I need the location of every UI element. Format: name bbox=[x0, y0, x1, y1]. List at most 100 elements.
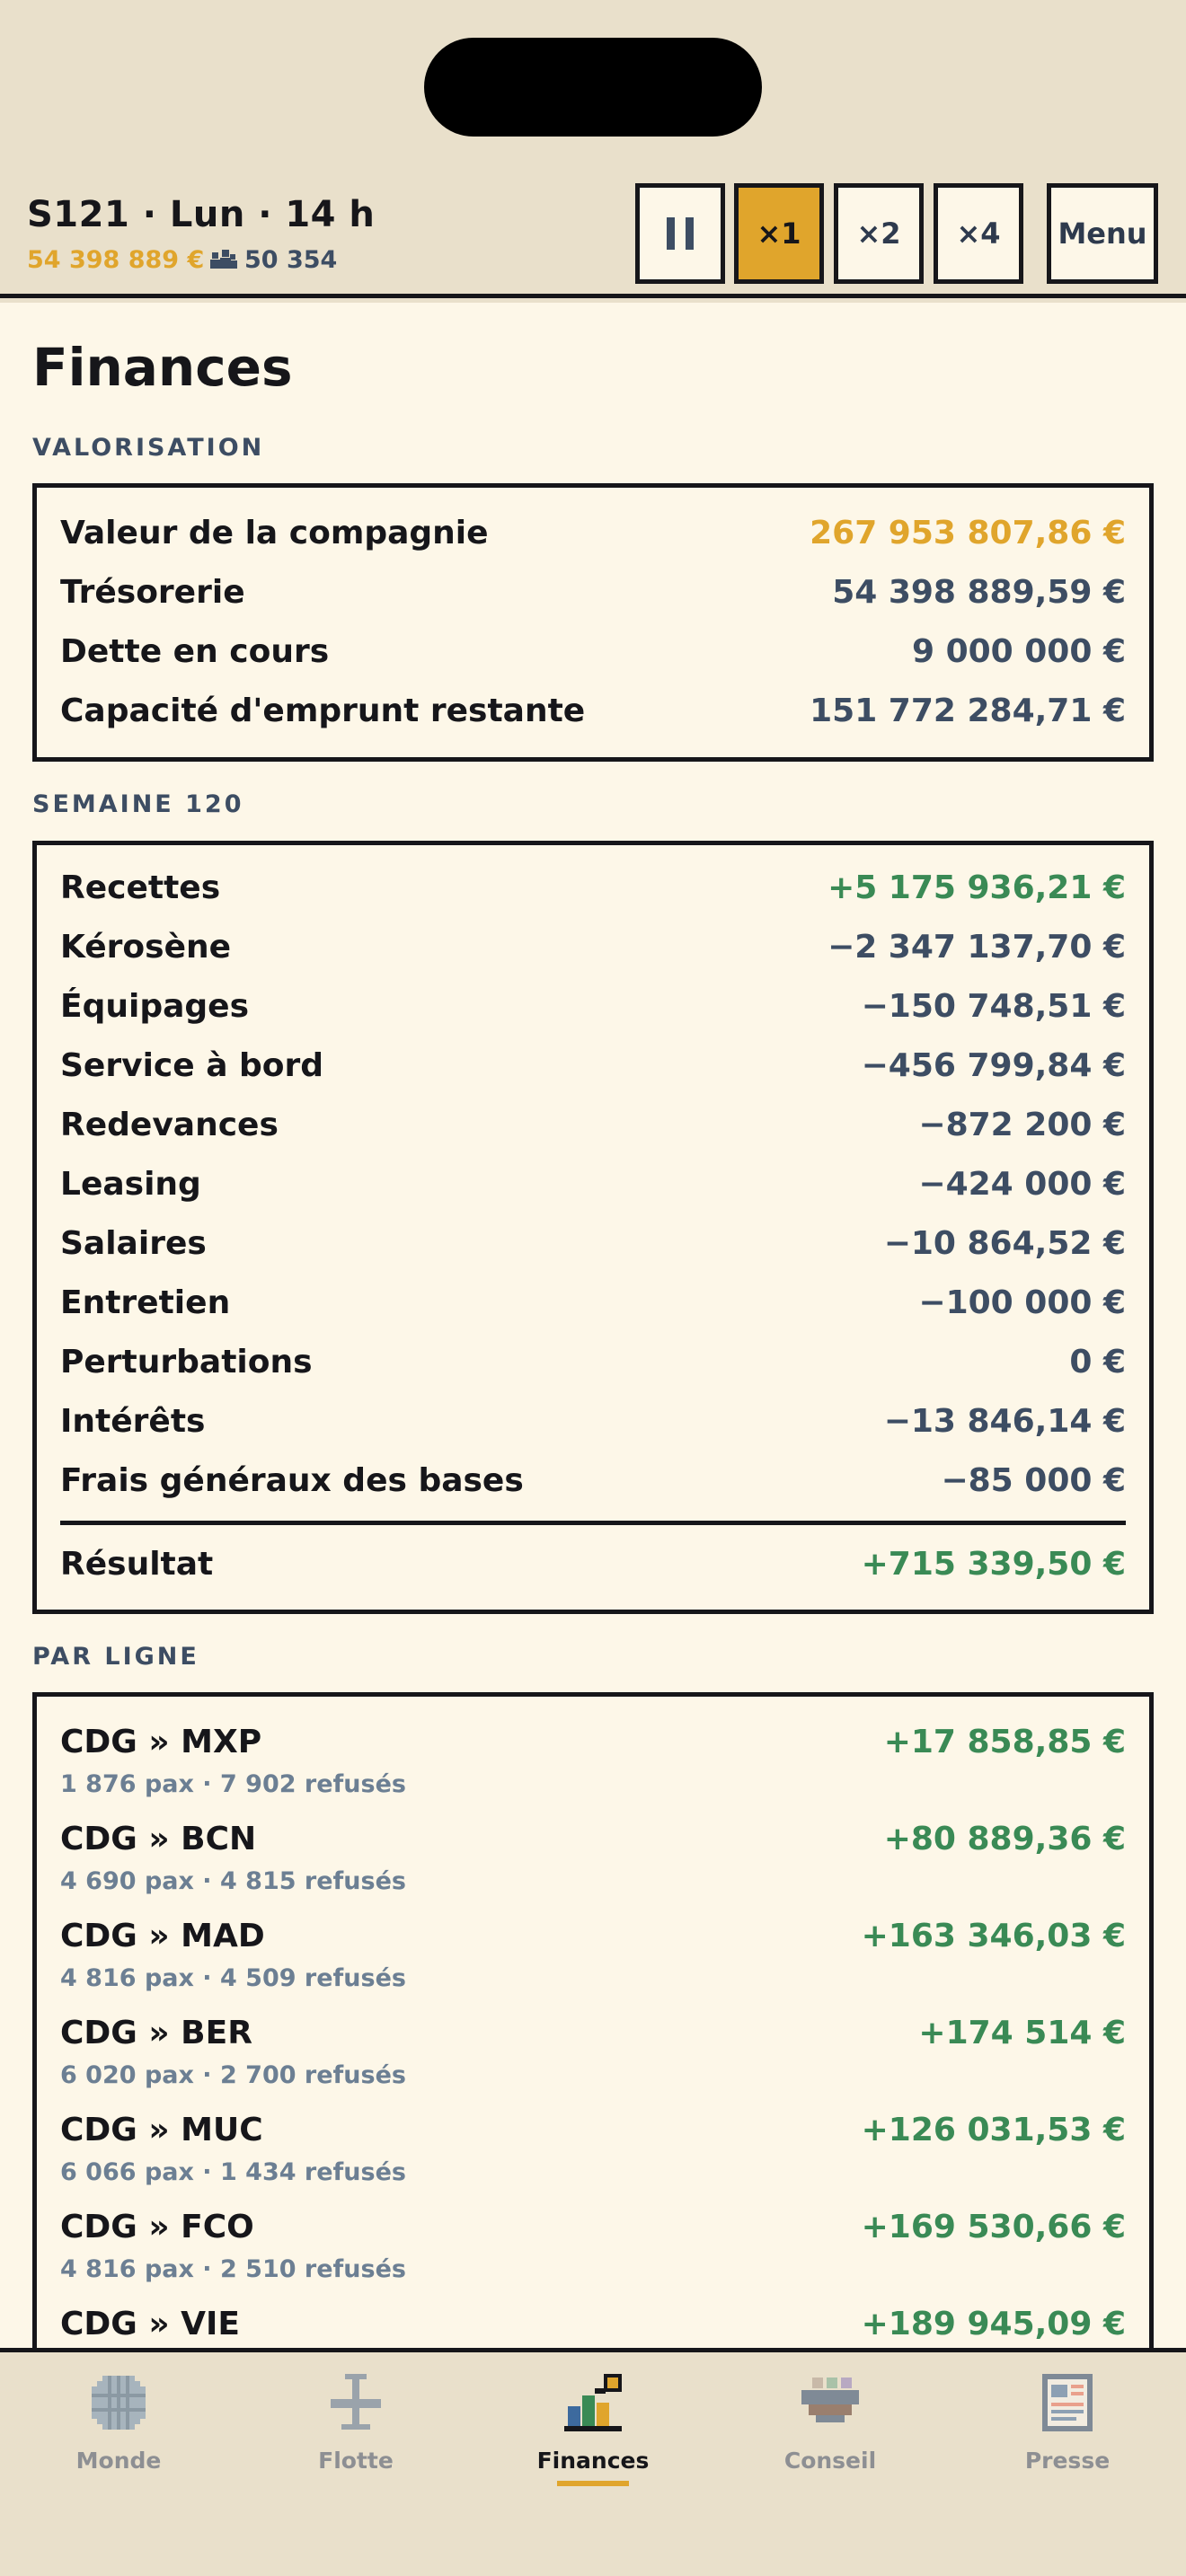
route-profit: +189 945,09 € bbox=[861, 2306, 1126, 2342]
route-profit: +163 346,03 € bbox=[861, 1918, 1126, 1954]
newspaper-icon bbox=[1042, 2374, 1093, 2431]
result-divider bbox=[60, 1521, 1126, 1525]
result-row: Résultat +715 339,50 € bbox=[60, 1537, 1126, 1591]
row-value: −456 799,84 € bbox=[861, 1046, 1126, 1084]
tab-monde[interactable]: Monde bbox=[0, 2370, 237, 2505]
route-profit: +169 530,66 € bbox=[861, 2209, 1126, 2245]
row-value: 54 398 889,59 € bbox=[832, 573, 1126, 611]
route-item[interactable]: CDG » MAD +163 346,03 € 4 816 pax · 4 50… bbox=[60, 1918, 1126, 2007]
valuation-row: Dette en cours 9 000 000 € bbox=[60, 624, 1126, 678]
route-profit: +17 858,85 € bbox=[883, 1724, 1126, 1760]
row-label: Trésorerie bbox=[60, 573, 245, 611]
route-item[interactable]: CDG » MXP +17 858,85 € 1 876 pax · 7 902… bbox=[60, 1724, 1126, 1813]
route-stats: 6 066 pax · 1 434 refusés bbox=[60, 2158, 406, 2186]
week-row: Entretien −100 000 € bbox=[60, 1275, 1126, 1329]
row-label: Leasing bbox=[60, 1165, 201, 1203]
row-value: 0 € bbox=[1069, 1343, 1126, 1381]
menu-button[interactable]: Menu bbox=[1047, 183, 1158, 284]
week-row: Kérosène −2 347 137,70 € bbox=[60, 920, 1126, 974]
cash-balance: 54 398 889 € bbox=[27, 246, 205, 274]
route-name: CDG » MAD bbox=[60, 1918, 265, 1954]
section-label-routes: PAR LIGNE bbox=[32, 1643, 199, 1671]
week-row: Leasing −424 000 € bbox=[60, 1157, 1126, 1211]
tab-finances[interactable]: Finances bbox=[474, 2370, 712, 2505]
speed-x1-button[interactable]: ×1 bbox=[734, 183, 824, 284]
row-value: +5 175 936,21 € bbox=[828, 869, 1126, 906]
route-profit: +174 514 € bbox=[918, 2015, 1126, 2051]
weekly-results-card: Recettes +5 175 936,21 € Kérosène −2 347… bbox=[32, 841, 1154, 1614]
valuation-row: Valeur de la compagnie 267 953 807,86 € bbox=[60, 506, 1126, 560]
row-value: 9 000 000 € bbox=[912, 632, 1126, 670]
week-row: Salaires −10 864,52 € bbox=[60, 1216, 1126, 1270]
menu-label: Menu bbox=[1058, 216, 1147, 251]
row-label: Frais généraux des bases bbox=[60, 1461, 524, 1499]
route-stats: 4 816 pax · 4 509 refusés bbox=[60, 1964, 406, 1992]
tab-label: Presse bbox=[1024, 2448, 1111, 2474]
speed-x4-button[interactable]: ×4 bbox=[934, 183, 1023, 284]
week-row: Intérêts −13 846,14 € bbox=[60, 1394, 1126, 1448]
row-label: Intérêts bbox=[60, 1402, 206, 1440]
speed-x1-label: ×1 bbox=[757, 216, 801, 251]
row-value: −100 000 € bbox=[918, 1284, 1126, 1321]
tab-conseil[interactable]: Conseil bbox=[712, 2370, 949, 2505]
row-label: Entretien bbox=[60, 1284, 231, 1321]
row-label: Redevances bbox=[60, 1106, 279, 1143]
tab-label: Finances bbox=[536, 2448, 650, 2474]
finance-chart-icon bbox=[564, 2374, 622, 2431]
dynamic-island bbox=[424, 38, 762, 137]
route-item[interactable]: CDG » BCN +80 889,36 € 4 690 pax · 4 815… bbox=[60, 1821, 1126, 1910]
boardroom-icon bbox=[801, 2378, 859, 2422]
section-label-week: SEMAINE 120 bbox=[32, 790, 244, 818]
route-name: CDG » MUC bbox=[60, 2112, 263, 2148]
airplane-icon bbox=[331, 2374, 381, 2430]
valuation-row: Capacité d'emprunt restante 151 772 284,… bbox=[60, 684, 1126, 737]
speed-x4-label: ×4 bbox=[956, 216, 1001, 251]
globe-icon bbox=[92, 2376, 146, 2430]
tab-presse[interactable]: Presse bbox=[949, 2370, 1186, 2505]
speed-x2-button[interactable]: ×2 bbox=[834, 183, 924, 284]
route-item[interactable]: CDG » MUC +126 031,53 € 6 066 pax · 1 43… bbox=[60, 2112, 1126, 2201]
route-name: CDG » BCN bbox=[60, 1821, 257, 1857]
row-label: Perturbations bbox=[60, 1343, 313, 1381]
valuation-row: Trésorerie 54 398 889,59 € bbox=[60, 565, 1126, 619]
routes-card: CDG » MXP +17 858,85 € 1 876 pax · 7 902… bbox=[32, 1692, 1154, 2348]
route-stats: 4 690 pax · 4 815 refusés bbox=[60, 1867, 406, 1895]
row-value: −2 347 137,70 € bbox=[828, 928, 1126, 966]
speed-x2-label: ×2 bbox=[856, 216, 901, 251]
row-value: 151 772 284,71 € bbox=[810, 692, 1126, 729]
row-label: Valeur de la compagnie bbox=[60, 514, 489, 551]
row-value: 267 953 807,86 € bbox=[810, 514, 1126, 551]
row-value: −424 000 € bbox=[918, 1165, 1126, 1203]
row-label: Dette en cours bbox=[60, 632, 330, 670]
section-label-valuation: VALORISATION bbox=[32, 434, 265, 462]
top-bar: S121 · Lun · 14 h 54 398 889 € 50 354 ×1… bbox=[0, 171, 1186, 298]
week-row: Frais généraux des bases −85 000 € bbox=[60, 1453, 1126, 1507]
week-row: Perturbations 0 € bbox=[60, 1335, 1126, 1389]
route-name: CDG » MXP bbox=[60, 1724, 262, 1760]
row-label: Capacité d'emprunt restante bbox=[60, 692, 586, 729]
route-item[interactable]: CDG » FCO +169 530,66 € 4 816 pax · 2 51… bbox=[60, 2209, 1126, 2298]
finances-scroll-area[interactable]: Finances VALORISATION Valeur de la compa… bbox=[0, 303, 1186, 2348]
route-profit: +80 889,36 € bbox=[883, 1821, 1126, 1857]
row-label: Service à bord bbox=[60, 1046, 324, 1084]
route-stats: 1 876 pax · 7 902 refusés bbox=[60, 1770, 406, 1798]
row-label: Recettes bbox=[60, 869, 221, 906]
bottom-tab-bar: Monde Flotte Finances bbox=[0, 2348, 1186, 2576]
tab-label: Flotte bbox=[318, 2448, 394, 2474]
tab-label: Conseil bbox=[783, 2448, 877, 2474]
row-label: Kérosène bbox=[60, 928, 232, 966]
route-stats: 4 816 pax · 2 510 refusés bbox=[60, 2255, 406, 2283]
pause-button[interactable] bbox=[635, 183, 725, 284]
route-item[interactable]: CDG » BER +174 514 € 6 020 pax · 2 700 r… bbox=[60, 2015, 1126, 2104]
active-tab-indicator bbox=[557, 2481, 629, 2486]
row-value: −872 200 € bbox=[918, 1106, 1126, 1143]
passenger-count-value: 50 354 bbox=[244, 246, 338, 274]
tab-flotte[interactable]: Flotte bbox=[237, 2370, 474, 2505]
route-name: CDG » BER bbox=[60, 2015, 252, 2051]
result-label: Résultat bbox=[60, 1545, 214, 1583]
row-label: Équipages bbox=[60, 987, 250, 1025]
route-item[interactable]: CDG » VIE +189 945,09 € bbox=[60, 2306, 1126, 2348]
result-value: +715 339,50 € bbox=[861, 1545, 1126, 1583]
passenger-count: 50 354 bbox=[210, 246, 337, 274]
tab-label: Monde bbox=[75, 2448, 162, 2474]
